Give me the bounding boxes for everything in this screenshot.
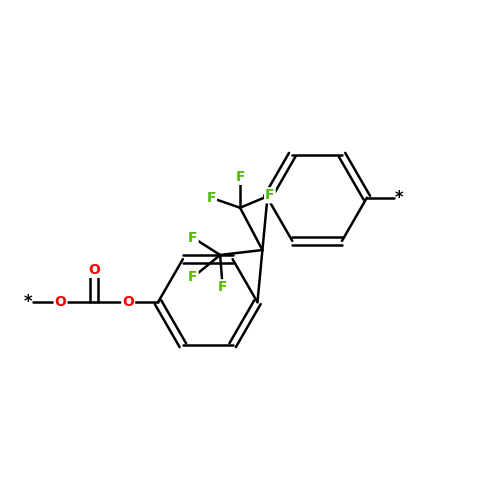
Text: *: * <box>24 293 32 311</box>
Text: *: * <box>395 189 404 207</box>
Text: O: O <box>88 263 101 277</box>
Text: F: F <box>218 280 228 294</box>
Text: F: F <box>236 170 245 184</box>
Text: F: F <box>188 270 198 284</box>
Text: F: F <box>265 188 274 202</box>
Text: O: O <box>54 295 66 309</box>
Text: O: O <box>122 295 134 309</box>
Text: F: F <box>188 230 198 244</box>
Text: F: F <box>206 191 216 205</box>
